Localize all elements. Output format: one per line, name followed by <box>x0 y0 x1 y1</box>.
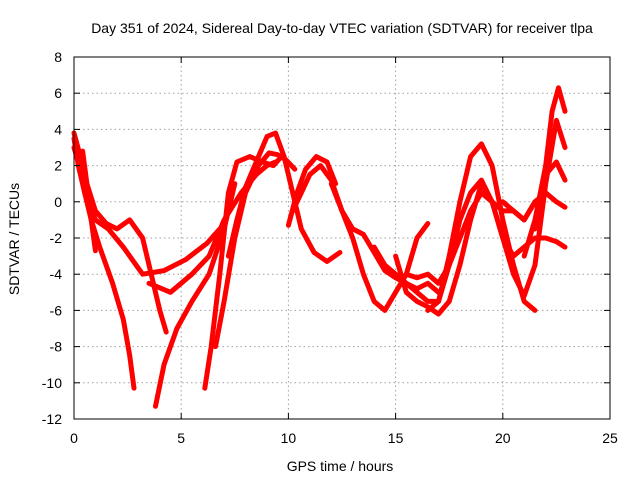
series-group <box>71 85 568 409</box>
series-track-16 <box>425 117 568 313</box>
x-tick-label: 5 <box>177 430 185 446</box>
series-track-4 <box>80 148 98 254</box>
series-track-2 <box>71 145 223 277</box>
y-tick-label: -6 <box>50 302 63 318</box>
series-track-12 <box>328 181 431 313</box>
y-tick-label: 2 <box>54 158 62 174</box>
y-tick-label: -10 <box>42 375 62 391</box>
series-track-18 <box>532 159 568 232</box>
y-axis-label: SDTVAR / TECUs <box>6 183 22 295</box>
series-track-19 <box>500 190 568 223</box>
y-tick-label: 4 <box>54 121 62 137</box>
y-tick-label: 0 <box>54 194 62 210</box>
series-track-9 <box>146 159 278 295</box>
x-tick-label: 10 <box>281 430 297 446</box>
x-tick-label: 0 <box>70 430 78 446</box>
y-tick-label: -4 <box>50 266 63 282</box>
x-axis-label: GPS time / hours <box>287 458 394 474</box>
x-tick-label: 20 <box>495 430 511 446</box>
y-tick-label: -8 <box>50 339 63 355</box>
x-tick-label: 15 <box>388 430 404 446</box>
axis-ticks: 0 5 10 15 20 25 -12 -10 -8 -6 -4 -2 0 2 4 6 8 <box>42 49 618 446</box>
y-tick-label: -12 <box>42 411 62 427</box>
y-tick-label: 8 <box>54 49 62 65</box>
chart-title: Day 351 of 2024, Sidereal Day-to-day VTE… <box>91 20 593 36</box>
y-tick-label: -2 <box>50 230 63 246</box>
x-tick-label: 25 <box>602 430 618 446</box>
series-track-8 <box>225 130 343 264</box>
series-track-10 <box>285 154 339 228</box>
y-tick-label: 6 <box>54 85 62 101</box>
